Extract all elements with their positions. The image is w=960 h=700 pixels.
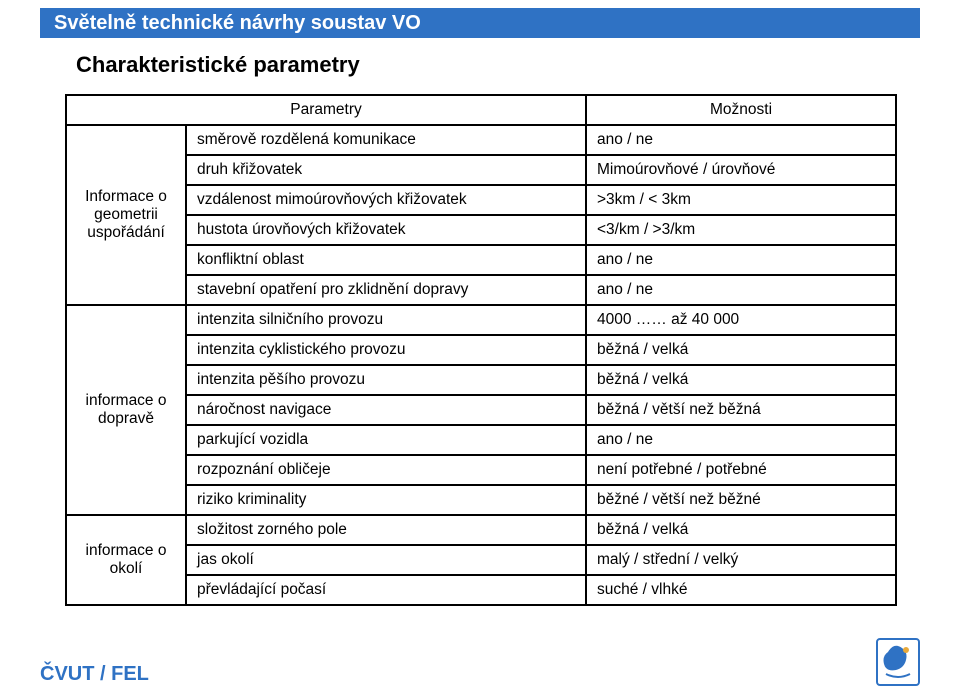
param-cell: složitost zorného pole <box>186 515 586 545</box>
page-subtitle: Charakteristické parametry <box>76 52 920 78</box>
opt-cell: 4000 …… až 40 000 <box>586 305 896 335</box>
opt-cell: Mimoúrovňové / úrovňové <box>586 155 896 185</box>
table-row: stavební opatření pro zklidnění dopravy … <box>66 275 896 305</box>
opt-cell: suché / vlhké <box>586 575 896 605</box>
table-row: rozpoznání obličeje není potřebné / potř… <box>66 455 896 485</box>
table-row: intenzita cyklistického provozu běžná / … <box>66 335 896 365</box>
page-title: Světelně technické návrhy soustav VO <box>54 12 421 35</box>
table-row: informace o dopravě intenzita silničního… <box>66 305 896 335</box>
opt-cell: ano / ne <box>586 245 896 275</box>
opt-cell: běžná / větší než běžná <box>586 395 896 425</box>
opt-cell: běžná / velká <box>586 335 896 365</box>
param-cell: riziko kriminality <box>186 485 586 515</box>
table-row: informace o okolí složitost zorného pole… <box>66 515 896 545</box>
opt-cell: malý / střední / velký <box>586 545 896 575</box>
param-cell: intenzita cyklistického provozu <box>186 335 586 365</box>
opt-cell: ano / ne <box>586 125 896 155</box>
param-cell: náročnost navigace <box>186 395 586 425</box>
header-moznosti: Možnosti <box>586 95 896 125</box>
param-cell: intenzita pěšího provozu <box>186 365 586 395</box>
param-cell: konfliktní oblast <box>186 245 586 275</box>
opt-cell: <3/km / >3/km <box>586 215 896 245</box>
table-header-row: Parametry Možnosti <box>66 95 896 125</box>
title-bar: Světelně technické návrhy soustav VO <box>40 8 920 38</box>
param-cell: parkující vozidla <box>186 425 586 455</box>
table-row: převládající počasí suché / vlhké <box>66 575 896 605</box>
table-row: riziko kriminality běžné / větší než běž… <box>66 485 896 515</box>
opt-cell: běžné / větší než běžné <box>586 485 896 515</box>
footer-text: ČVUT / FEL <box>40 663 149 686</box>
footer: ČVUT / FEL <box>40 638 920 686</box>
category-cell-doprava: informace o dopravě <box>66 305 186 515</box>
param-cell: hustota úrovňových křižovatek <box>186 215 586 245</box>
param-cell: směrově rozdělená komunikace <box>186 125 586 155</box>
parameters-table-wrap: Parametry Možnosti Informace o geometrii… <box>65 94 895 606</box>
table-row: parkující vozidla ano / ne <box>66 425 896 455</box>
cvut-lion-logo-icon <box>876 638 920 686</box>
category-cell-geometrie: Informace o geometrii uspořádání <box>66 125 186 305</box>
table-row: intenzita pěšího provozu běžná / velká <box>66 365 896 395</box>
param-cell: intenzita silničního provozu <box>186 305 586 335</box>
param-cell: vzdálenost mimoúrovňových křižovatek <box>186 185 586 215</box>
category-cell-okoli: informace o okolí <box>66 515 186 605</box>
slide: Světelně technické návrhy soustav VO Cha… <box>0 0 960 700</box>
table-row: Informace o geometrii uspořádání směrově… <box>66 125 896 155</box>
opt-cell: >3km / < 3km <box>586 185 896 215</box>
table-row: hustota úrovňových křižovatek <3/km / >3… <box>66 215 896 245</box>
opt-cell: běžná / velká <box>586 365 896 395</box>
opt-cell: běžná / velká <box>586 515 896 545</box>
param-cell: jas okolí <box>186 545 586 575</box>
table-row: konfliktní oblast ano / ne <box>66 245 896 275</box>
param-cell: převládající počasí <box>186 575 586 605</box>
table-row: jas okolí malý / střední / velký <box>66 545 896 575</box>
opt-cell: ano / ne <box>586 425 896 455</box>
opt-cell: ano / ne <box>586 275 896 305</box>
param-cell: stavební opatření pro zklidnění dopravy <box>186 275 586 305</box>
header-parametry: Parametry <box>66 95 586 125</box>
param-cell: rozpoznání obličeje <box>186 455 586 485</box>
table-row: náročnost navigace běžná / větší než běž… <box>66 395 896 425</box>
table-row: vzdálenost mimoúrovňových křižovatek >3k… <box>66 185 896 215</box>
param-cell: druh křižovatek <box>186 155 586 185</box>
table-row: druh křižovatek Mimoúrovňové / úrovňové <box>66 155 896 185</box>
parameters-table: Parametry Možnosti Informace o geometrii… <box>65 94 897 606</box>
opt-cell: není potřebné / potřebné <box>586 455 896 485</box>
